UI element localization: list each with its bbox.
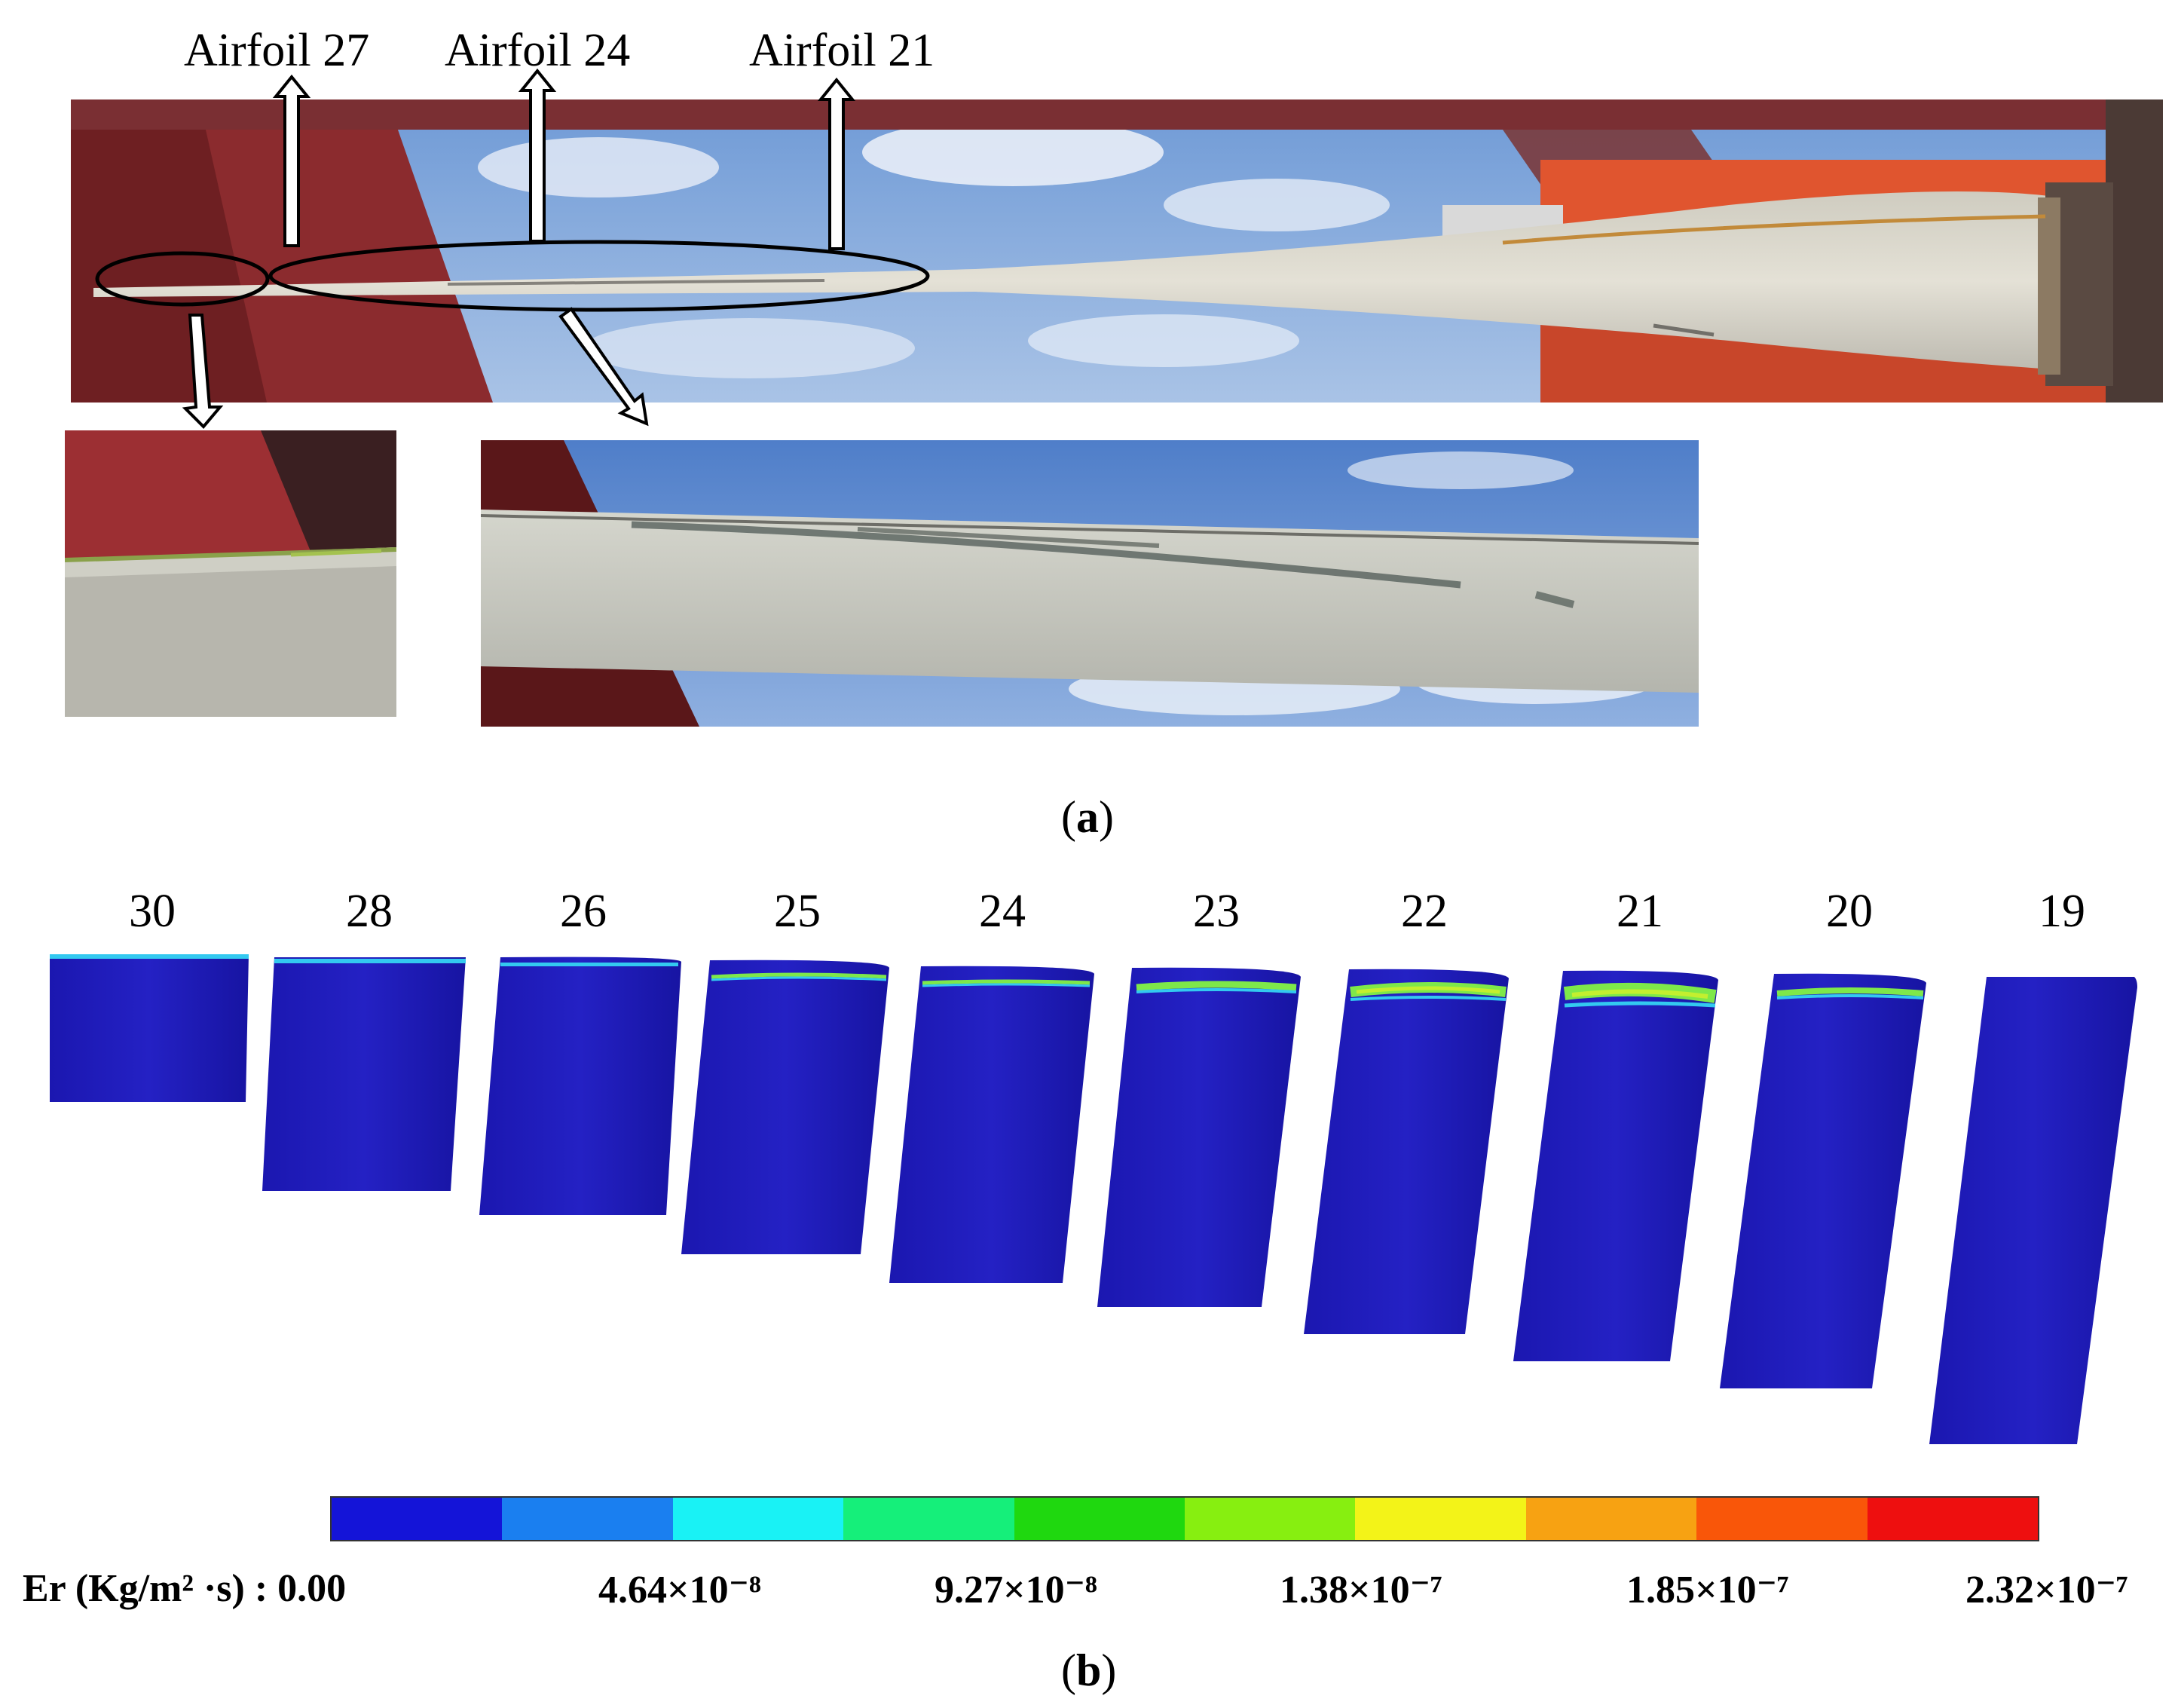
colorbar-segment-10 <box>1867 1498 2039 1540</box>
colorbar-segment-8 <box>1525 1498 1697 1540</box>
section-28-contour <box>262 957 466 1191</box>
tip-region-ellipse <box>95 251 270 307</box>
section-label-30: 30 <box>129 886 176 937</box>
colorbar <box>330 1496 2039 1541</box>
colorbar-segment-7 <box>1355 1498 1526 1540</box>
colorbar-segment-6 <box>1185 1498 1356 1540</box>
section-label-23: 23 <box>1193 886 1240 937</box>
section-19-contour <box>1929 977 2137 1444</box>
mid-region-ellipse <box>268 240 930 312</box>
colorbar-segment-3 <box>672 1498 844 1540</box>
mid-span-closeup-illustration <box>481 440 1699 727</box>
section-label-24: 24 <box>979 886 1026 937</box>
tip-inset-arrow <box>182 314 224 429</box>
section-20-contour <box>1720 973 1926 1388</box>
colorbar-tick-1: 4.64×10⁻⁸ <box>598 1569 761 1612</box>
section-22-contour <box>1304 969 1509 1334</box>
section-label-21: 21 <box>1617 886 1663 937</box>
colorbar-segment-2 <box>502 1498 673 1540</box>
section-26-contour <box>479 957 681 1215</box>
section-label-28: 28 <box>346 886 393 937</box>
section-label-22: 22 <box>1401 886 1448 937</box>
section-label-25: 25 <box>774 886 821 937</box>
airfoil-24-arrow <box>518 68 557 243</box>
section-label-26: 26 <box>560 886 607 937</box>
section-label-20: 20 <box>1826 886 1873 937</box>
section-24-contour <box>889 966 1094 1283</box>
section-25-contour <box>681 960 889 1254</box>
mid-span-closeup-photograph <box>481 440 1699 727</box>
colorbar-segment-5 <box>1014 1498 1185 1540</box>
colorbar-title: Er (Kg/m² ·s) : 0.00 <box>23 1567 347 1610</box>
section-label-19: 19 <box>2039 886 2085 937</box>
colorbar-tick-2: 9.27×10⁻⁸ <box>935 1569 1097 1612</box>
colorbar-segment-9 <box>1696 1498 1868 1540</box>
caption-b: (b) <box>1061 1645 1117 1695</box>
tip-closeup-illustration <box>65 430 396 717</box>
callout-annotations <box>95 68 930 429</box>
colorbar-tick-5: 2.32×10⁻⁷ <box>1965 1569 2128 1612</box>
section-30-contour <box>50 954 249 1102</box>
caption-a-letter: a <box>1075 792 1099 842</box>
tip-closeup-photograph <box>65 430 396 717</box>
section-21-contour <box>1513 970 1718 1361</box>
colorbar-segment-4 <box>843 1498 1014 1540</box>
airfoil-27-label: Airfoil 27 <box>184 25 370 76</box>
colorbar-tick-4: 1.85×10⁻⁷ <box>1626 1569 1789 1612</box>
airfoil-24-label: Airfoil 24 <box>445 25 631 76</box>
airfoil-27-arrow <box>272 74 311 247</box>
airfoil-21-arrow <box>817 77 856 250</box>
section-23-contour <box>1097 967 1301 1307</box>
colorbar-segment-1 <box>332 1498 503 1540</box>
airfoil-21-label: Airfoil 21 <box>749 25 935 76</box>
mid-inset-arrow <box>558 307 649 427</box>
colorbar-tick-3: 1.38×10⁻⁷ <box>1280 1569 1442 1612</box>
caption-b-letter: b <box>1075 1645 1102 1695</box>
caption-a: (a) <box>1061 792 1114 842</box>
